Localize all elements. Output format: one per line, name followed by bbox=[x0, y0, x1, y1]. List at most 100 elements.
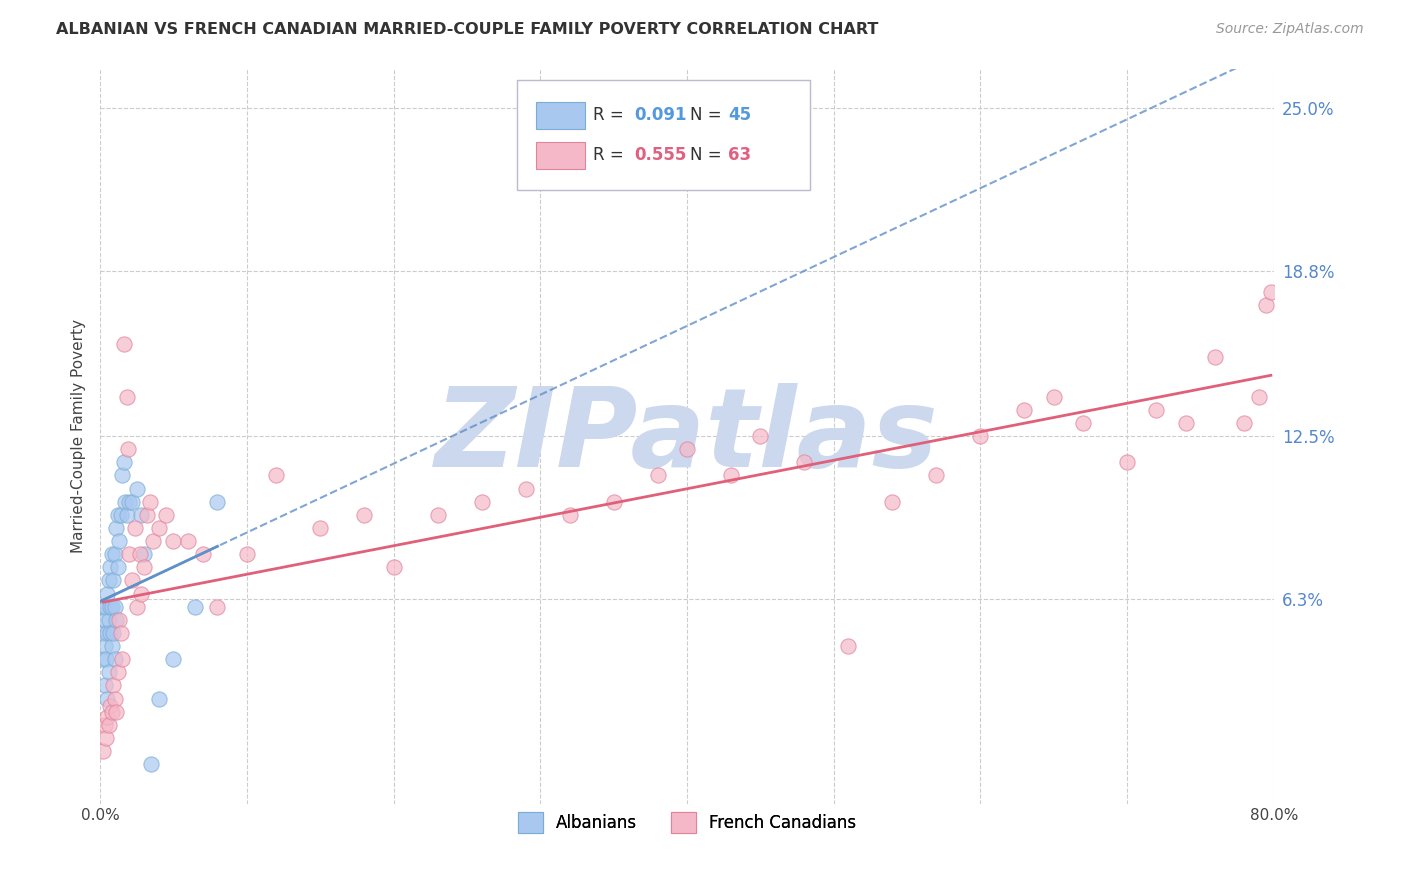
Point bbox=[139, 494, 162, 508]
Point bbox=[121, 494, 143, 508]
Legend: Albanians, French Canadians: Albanians, French Canadians bbox=[512, 805, 863, 839]
Text: 45: 45 bbox=[728, 106, 751, 124]
Text: 0.555: 0.555 bbox=[634, 146, 686, 164]
Text: Source: ZipAtlas.com: Source: ZipAtlas.com bbox=[1216, 22, 1364, 37]
Point bbox=[111, 468, 134, 483]
Point bbox=[184, 599, 207, 614]
Point bbox=[121, 574, 143, 588]
Point bbox=[104, 547, 127, 561]
Point bbox=[969, 429, 991, 443]
Point bbox=[162, 534, 184, 549]
Point bbox=[136, 508, 159, 522]
Point bbox=[100, 699, 122, 714]
Point bbox=[108, 534, 131, 549]
Point bbox=[94, 731, 117, 745]
Y-axis label: Married-Couple Family Poverty: Married-Couple Family Poverty bbox=[72, 319, 86, 553]
Point bbox=[115, 508, 138, 522]
Point bbox=[105, 521, 128, 535]
Point bbox=[100, 560, 122, 574]
Point bbox=[101, 599, 124, 614]
Point bbox=[97, 718, 120, 732]
Point bbox=[148, 691, 170, 706]
Point bbox=[100, 599, 122, 614]
Point bbox=[128, 547, 150, 561]
Point bbox=[112, 455, 135, 469]
Point bbox=[1249, 390, 1271, 404]
Point bbox=[105, 705, 128, 719]
Point bbox=[110, 626, 132, 640]
Point bbox=[104, 652, 127, 666]
Point bbox=[236, 547, 259, 561]
Point bbox=[1233, 416, 1256, 430]
Point bbox=[134, 547, 156, 561]
Point bbox=[103, 574, 125, 588]
Point bbox=[191, 547, 214, 561]
Point bbox=[162, 652, 184, 666]
Text: ALBANIAN VS FRENCH CANADIAN MARRIED-COUPLE FAMILY POVERTY CORRELATION CHART: ALBANIAN VS FRENCH CANADIAN MARRIED-COUP… bbox=[56, 22, 879, 37]
Point bbox=[793, 455, 815, 469]
Point bbox=[124, 521, 146, 535]
Point bbox=[118, 494, 141, 508]
Point bbox=[1071, 416, 1094, 430]
Point bbox=[207, 494, 229, 508]
Point bbox=[97, 574, 120, 588]
Point bbox=[177, 534, 200, 549]
Point bbox=[101, 547, 124, 561]
Point bbox=[104, 691, 127, 706]
Point bbox=[111, 652, 134, 666]
Point bbox=[115, 390, 138, 404]
Point bbox=[134, 560, 156, 574]
Point bbox=[94, 652, 117, 666]
FancyBboxPatch shape bbox=[536, 102, 585, 128]
Point bbox=[107, 560, 129, 574]
Point bbox=[1144, 402, 1167, 417]
Point bbox=[104, 599, 127, 614]
Point bbox=[515, 482, 537, 496]
Point bbox=[101, 639, 124, 653]
Point bbox=[155, 508, 177, 522]
Point bbox=[207, 599, 229, 614]
Point bbox=[114, 494, 136, 508]
Point bbox=[647, 468, 669, 483]
Point bbox=[1116, 455, 1139, 469]
Point bbox=[96, 626, 118, 640]
Point bbox=[837, 639, 859, 653]
Point bbox=[93, 613, 115, 627]
Point bbox=[1204, 351, 1226, 365]
Point bbox=[1174, 416, 1197, 430]
Point bbox=[264, 468, 287, 483]
Text: N =: N = bbox=[690, 146, 727, 164]
Point bbox=[148, 521, 170, 535]
Point bbox=[97, 613, 120, 627]
Text: R =: R = bbox=[593, 146, 628, 164]
Point bbox=[93, 678, 115, 692]
Text: R =: R = bbox=[593, 106, 628, 124]
Point bbox=[602, 494, 624, 508]
Point bbox=[676, 442, 699, 457]
Point bbox=[112, 337, 135, 351]
Point bbox=[91, 626, 114, 640]
Point bbox=[882, 494, 904, 508]
Point bbox=[141, 757, 163, 772]
Point bbox=[101, 705, 124, 719]
Point bbox=[97, 665, 120, 680]
Point bbox=[110, 508, 132, 522]
Point bbox=[353, 508, 375, 522]
Point bbox=[129, 586, 152, 600]
Point bbox=[105, 613, 128, 627]
Point bbox=[107, 508, 129, 522]
Point bbox=[1260, 285, 1282, 299]
Point bbox=[90, 652, 112, 666]
Point bbox=[129, 508, 152, 522]
Point bbox=[91, 599, 114, 614]
Point bbox=[100, 626, 122, 640]
Point bbox=[471, 494, 494, 508]
Point bbox=[117, 442, 139, 457]
Point bbox=[103, 626, 125, 640]
Point bbox=[96, 586, 118, 600]
Point bbox=[720, 468, 742, 483]
Point bbox=[309, 521, 332, 535]
Point bbox=[108, 613, 131, 627]
Point bbox=[93, 639, 115, 653]
Point bbox=[96, 691, 118, 706]
